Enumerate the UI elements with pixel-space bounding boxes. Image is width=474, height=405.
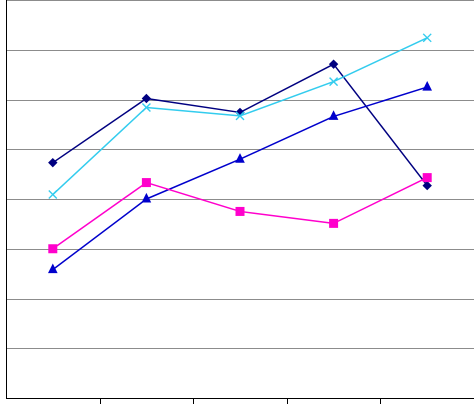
series-3-point-2 bbox=[141, 192, 152, 203]
series-1-point-4 bbox=[328, 59, 339, 69]
series-3-point-1 bbox=[47, 263, 58, 274]
series-2-point-5 bbox=[422, 33, 432, 43]
series-1-point-2 bbox=[141, 93, 152, 104]
series-3-point-5 bbox=[422, 80, 433, 91]
series-4-point-2 bbox=[141, 178, 151, 188]
series-4-point-3 bbox=[235, 206, 245, 216]
series-1-point-5 bbox=[422, 180, 432, 191]
series-2-point-2 bbox=[141, 102, 151, 112]
series-3-point-4 bbox=[328, 110, 339, 120]
series-2-point-1 bbox=[48, 190, 58, 200]
series-4-point-4 bbox=[329, 218, 339, 228]
series-3-point-3 bbox=[235, 153, 245, 163]
series-2-point-4 bbox=[329, 77, 339, 87]
series-1-line bbox=[52, 63, 428, 187]
series-4-point-1 bbox=[48, 244, 58, 254]
series-1-point-1 bbox=[48, 157, 58, 168]
series-2-point-3 bbox=[235, 111, 245, 121]
series-4-point-5 bbox=[422, 173, 432, 183]
